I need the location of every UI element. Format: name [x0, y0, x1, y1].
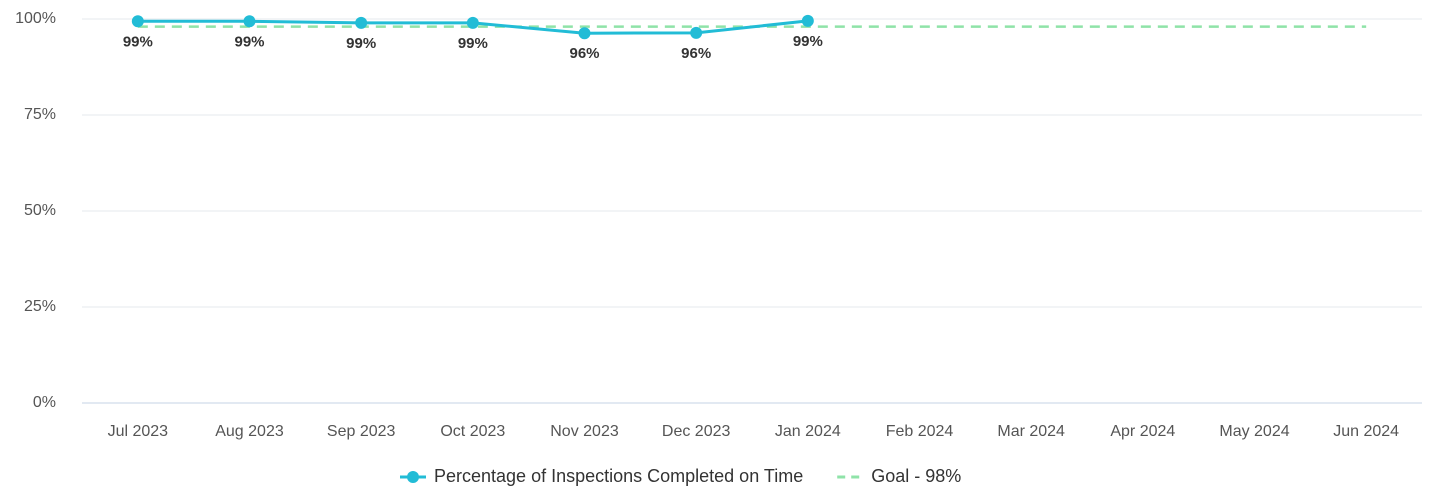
- y-tick-label: 25%: [24, 298, 56, 315]
- data-point[interactable]: [690, 26, 703, 39]
- legend-label[interactable]: Goal - 98%: [871, 466, 961, 486]
- legend-marker: [407, 471, 419, 483]
- data-label: 96%: [569, 45, 599, 62]
- x-tick-label: Oct 2023: [440, 423, 505, 440]
- y-tick-label: 0%: [33, 394, 56, 411]
- x-tick-label: Dec 2023: [662, 423, 731, 440]
- x-tick-label: Jan 2024: [775, 423, 841, 440]
- data-label: 96%: [681, 45, 711, 62]
- x-tick-label: Jul 2023: [108, 423, 169, 440]
- data-label: 99%: [234, 33, 264, 50]
- x-tick-label: Jun 2024: [1333, 423, 1399, 440]
- y-tick-label: 75%: [24, 106, 56, 123]
- x-tick-label: Mar 2024: [997, 423, 1065, 440]
- data-label: 99%: [458, 35, 488, 52]
- y-tick-label: 100%: [15, 10, 56, 27]
- y-tick-label: 50%: [24, 202, 56, 219]
- x-tick-label: Aug 2023: [215, 423, 284, 440]
- x-tick-label: Nov 2023: [550, 423, 619, 440]
- x-tick-label: Apr 2024: [1110, 423, 1175, 440]
- data-point[interactable]: [243, 15, 256, 28]
- legend-label[interactable]: Percentage of Inspections Completed on T…: [434, 466, 803, 486]
- data-point[interactable]: [578, 27, 591, 40]
- data-point[interactable]: [131, 15, 144, 28]
- data-point[interactable]: [466, 16, 479, 29]
- data-point[interactable]: [355, 16, 368, 29]
- data-label: 99%: [123, 33, 153, 50]
- data-label: 99%: [793, 33, 823, 50]
- x-tick-label: Sep 2023: [327, 423, 396, 440]
- x-tick-label: May 2024: [1219, 423, 1289, 440]
- data-label: 99%: [346, 35, 376, 52]
- x-tick-label: Feb 2024: [886, 423, 954, 440]
- data-point[interactable]: [801, 14, 814, 27]
